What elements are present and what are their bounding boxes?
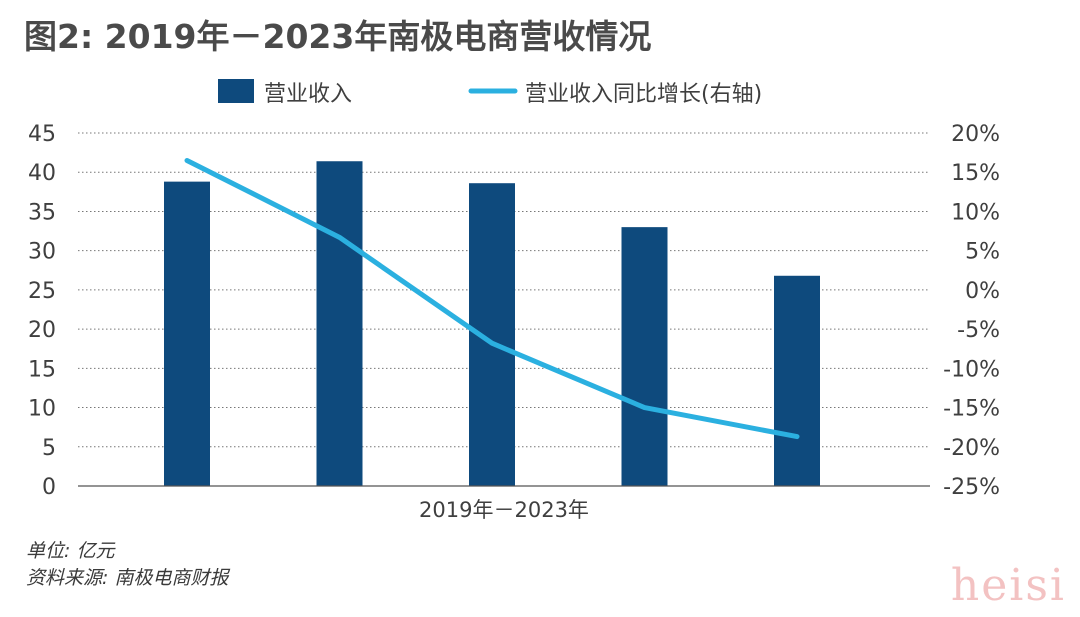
legend-line-label: 营业收入同比增长(右轴) xyxy=(525,82,762,107)
left-tick-label: 25 xyxy=(28,279,56,304)
unit-note: 单位: 亿元 xyxy=(26,540,115,562)
right-tick-label: 5% xyxy=(965,240,1000,265)
right-tick-label: 0% xyxy=(965,279,1000,304)
right-tick-label: 20% xyxy=(951,122,1000,147)
right-tick-label: -20% xyxy=(943,436,1000,461)
left-tick-label: 30 xyxy=(28,240,56,265)
x-axis-label: 2019年－2023年 xyxy=(419,498,589,522)
legend-bar-swatch xyxy=(218,79,254,103)
right-tick-label: -10% xyxy=(943,357,1000,382)
left-tick-label: 45 xyxy=(28,122,56,147)
bar-2023 xyxy=(774,275,820,486)
right-tick-label: -5% xyxy=(957,318,1000,343)
right-tick-label: 15% xyxy=(951,161,1000,186)
left-tick-label: 0 xyxy=(42,475,56,500)
bar-2019 xyxy=(164,181,210,486)
legend: 营业收入 营业收入同比增长(右轴) xyxy=(218,79,762,107)
left-tick-label: 5 xyxy=(42,436,56,461)
left-tick-label: 40 xyxy=(28,161,56,186)
right-tick-label: -15% xyxy=(943,397,1000,422)
right-axis-ticks: -25% -20% -15% -10% -5% 0% 5% 10% 15% 20% xyxy=(943,122,1000,500)
left-tick-label: 35 xyxy=(28,200,56,225)
left-axis-ticks: 0 5 10 15 20 25 30 35 40 45 xyxy=(28,122,56,500)
line-series xyxy=(184,157,800,440)
bar-2020 xyxy=(316,161,363,487)
chart-title: 图2: 2019年－2023年南极电商营收情况 xyxy=(24,17,652,56)
left-tick-label: 20 xyxy=(28,318,56,343)
legend-bar-label: 营业收入 xyxy=(264,82,352,107)
source-note: 资料来源: 南极电商财报 xyxy=(26,567,229,589)
right-tick-label: 10% xyxy=(951,200,1000,225)
watermark: heisi xyxy=(950,560,1066,611)
right-tick-label: -25% xyxy=(943,475,1000,500)
left-tick-label: 15 xyxy=(28,357,56,382)
bar-2022 xyxy=(621,227,668,486)
bar-series xyxy=(164,161,820,487)
left-tick-label: 10 xyxy=(28,397,56,422)
